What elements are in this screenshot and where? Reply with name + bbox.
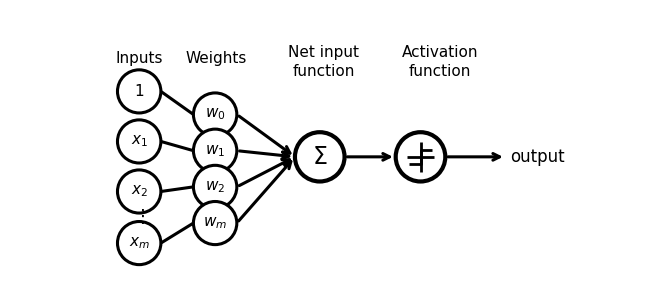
Circle shape xyxy=(396,132,446,181)
Text: Weights: Weights xyxy=(186,50,247,65)
Circle shape xyxy=(193,129,237,172)
Circle shape xyxy=(193,201,237,244)
Circle shape xyxy=(193,165,237,208)
Text: $w_0$: $w_0$ xyxy=(205,106,225,122)
Text: $\vdots$: $\vdots$ xyxy=(133,207,145,226)
Text: $w_1$: $w_1$ xyxy=(205,143,225,159)
Text: $w_2$: $w_2$ xyxy=(205,179,225,195)
Text: 1: 1 xyxy=(134,84,144,99)
Text: output: output xyxy=(510,148,564,166)
Text: Activation
function: Activation function xyxy=(402,45,478,79)
Text: $w_m$: $w_m$ xyxy=(203,215,227,231)
Text: $\Sigma$: $\Sigma$ xyxy=(312,145,327,169)
Text: $x_2$: $x_2$ xyxy=(131,184,147,199)
Circle shape xyxy=(295,132,345,181)
Text: $x_1$: $x_1$ xyxy=(131,134,148,149)
Circle shape xyxy=(117,222,161,265)
Text: $x_m$: $x_m$ xyxy=(129,235,149,251)
Text: Net input
function: Net input function xyxy=(288,45,359,79)
Circle shape xyxy=(193,93,237,136)
Circle shape xyxy=(117,170,161,213)
Text: Inputs: Inputs xyxy=(115,50,163,65)
Circle shape xyxy=(117,70,161,113)
Circle shape xyxy=(117,120,161,163)
